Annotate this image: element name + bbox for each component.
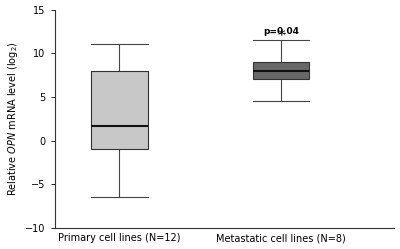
Y-axis label: Relative $\mathit{OPN}$ mRNA level (log$_2$): Relative $\mathit{OPN}$ mRNA level (log$… — [6, 41, 20, 196]
Text: p=0.04: p=0.04 — [263, 27, 299, 36]
Bar — [253, 62, 310, 79]
Text: *: * — [277, 29, 285, 45]
Bar — [91, 71, 148, 149]
